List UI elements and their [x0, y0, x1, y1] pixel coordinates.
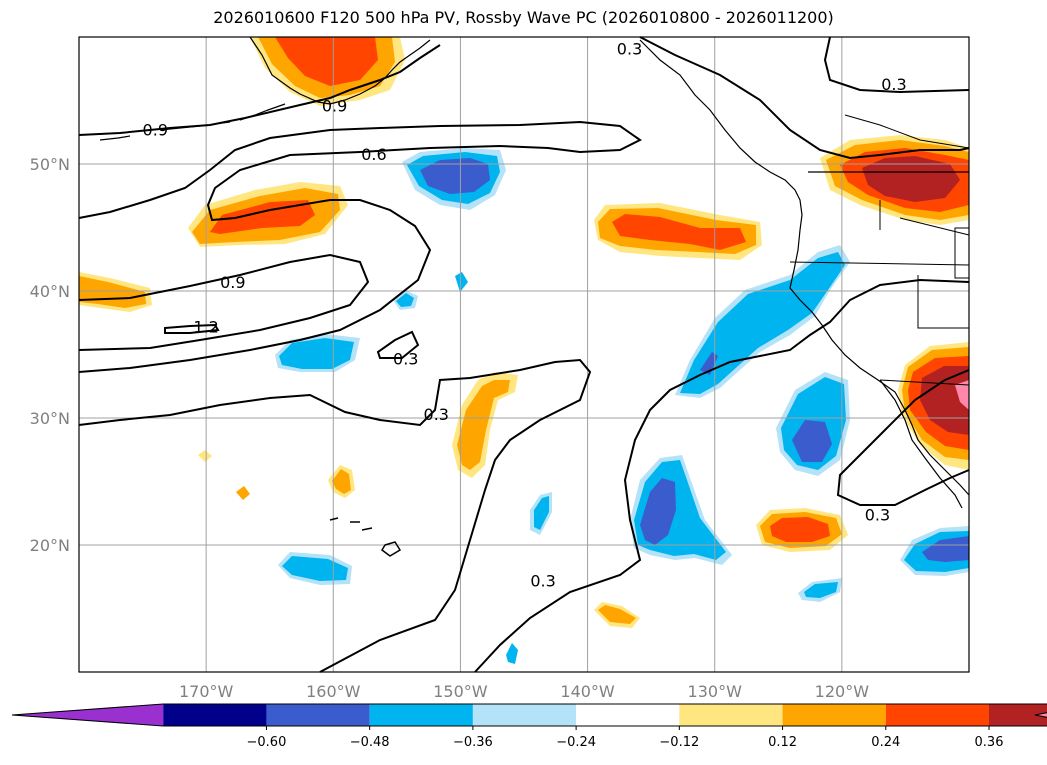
map-panel: 0.9 0.9 0.6 0.3 0.3 0.9 1.2 0.3 0.3 0.3 0.3 — [78, 36, 970, 673]
lon-tick-label: 130°W — [688, 682, 743, 701]
colorbar-swatch — [679, 704, 783, 726]
anomaly-north-pacific-east — [594, 203, 762, 260]
latitude-ticks: 50°N 40°N 30°N 20°N — [30, 155, 70, 555]
anomaly-california — [675, 245, 850, 398]
graticule — [79, 37, 969, 672]
contour-label: 1.2 — [193, 318, 218, 337]
colorbar: −0.60−0.48−0.36−0.24−0.120.120.240.360.4… — [11, 703, 1047, 750]
lon-tick-label: 120°W — [815, 682, 870, 701]
lat-tick-label: 50°N — [30, 155, 70, 174]
colorbar-swatch — [163, 704, 267, 726]
contour-0.3-north-east — [639, 36, 970, 160]
alaska-coast — [249, 36, 431, 105]
colorbar-swatch — [782, 704, 886, 726]
lon-tick-label: 150°W — [433, 682, 488, 701]
pv-contours — [78, 36, 970, 673]
colorbar-swatch — [989, 704, 1047, 726]
lon-tick-label: 160°W — [306, 682, 361, 701]
colorbar-tick-label: 0.36 — [975, 735, 1004, 750]
lat-tick-label: 30°N — [30, 409, 70, 428]
contour-label: 0.3 — [865, 506, 890, 525]
lat-tick-label: 40°N — [30, 282, 70, 301]
contour-0.9-north — [78, 44, 441, 136]
map-frame — [78, 36, 970, 673]
contour-0.3-top-right — [823, 36, 970, 94]
colorbar-tick-label: 0.24 — [871, 735, 900, 750]
colorbar-tick-label: −0.24 — [556, 735, 596, 750]
colorbar-tick-label: −0.60 — [247, 735, 287, 750]
anomaly-south-east — [756, 508, 848, 552]
anomaly-southern-california — [776, 372, 850, 476]
coastlines — [99, 36, 970, 557]
colorbar-tick-label: −0.48 — [350, 735, 390, 750]
contour-label: 0.3 — [530, 572, 555, 591]
contour-label: 0.9 — [322, 97, 347, 116]
contour-0.3-mid — [78, 358, 592, 673]
anomaly-mexico-west — [900, 526, 969, 576]
contour-0.6 — [78, 120, 642, 373]
anomaly-subtropical-central — [630, 455, 732, 565]
contour-label: 0.9 — [220, 273, 245, 292]
baja — [879, 379, 963, 509]
colorbar-extend-low — [12, 704, 164, 726]
contour-label: 0.9 — [143, 121, 168, 140]
colorbar-outline — [11, 703, 1047, 727]
contour-label: 0.3 — [424, 405, 449, 424]
contour-label: 0.6 — [361, 145, 386, 164]
contour-0.9 — [78, 253, 370, 351]
state-borders — [789, 114, 970, 386]
lat-tick-label: 20°N — [30, 536, 70, 555]
positive-anomaly-shading — [79, 37, 969, 628]
colorbar-swatch — [266, 704, 370, 726]
colorbar-swatch — [885, 704, 989, 726]
lon-tick-label: 170°W — [179, 682, 234, 701]
contour-label: 0.3 — [393, 349, 418, 368]
contour-0.3-small — [376, 330, 420, 359]
aleutian-islands — [99, 103, 286, 141]
colorbar-swatch — [472, 704, 577, 726]
anomaly-alaska — [250, 37, 405, 106]
contour-1.2 — [164, 323, 220, 334]
contour-label: 0.3 — [881, 75, 906, 94]
contour-labels: 0.9 0.9 0.6 0.3 0.3 0.9 1.2 0.3 0.3 0.3 0.3 — [143, 39, 907, 590]
longitude-ticks: 170°W 160°W 150°W 140°W 130°W 120°W — [179, 682, 869, 701]
colorbar-swatch — [369, 704, 473, 726]
bc-coast — [639, 39, 803, 231]
map-title: 2026010600 F120 500 hPa PV, Rossby Wave … — [213, 8, 834, 27]
colorbar-tick-label: −0.12 — [659, 735, 699, 750]
colorbar-swatch — [576, 704, 680, 726]
colorbar-tick-label: 0.12 — [768, 735, 797, 750]
contour-0.3-east — [474, 278, 970, 673]
hawaii-islands — [329, 517, 402, 557]
anomaly-north-pacific-west — [188, 182, 348, 247]
colorbar-tick-label: −0.36 — [453, 735, 493, 750]
map-background — [79, 37, 969, 672]
colorbar-extend-high — [1035, 712, 1047, 718]
lon-tick-label: 140°W — [560, 682, 615, 701]
contour-0.3-sw — [836, 369, 970, 506]
west-coast-us — [789, 229, 970, 496]
contour-label: 0.3 — [617, 39, 642, 58]
